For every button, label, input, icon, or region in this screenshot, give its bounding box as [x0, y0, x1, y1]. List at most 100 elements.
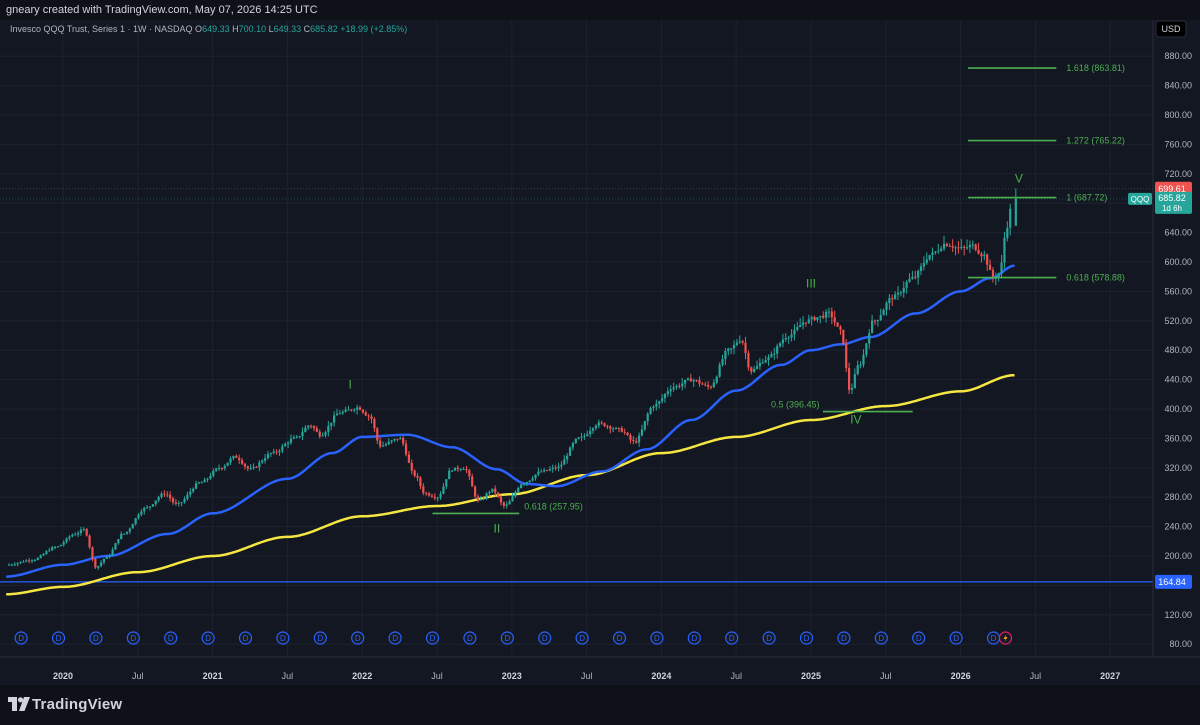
candle [413, 469, 416, 478]
price-tick-label: 560.00 [1164, 286, 1192, 296]
candle [974, 243, 977, 252]
price-tick-label: 200.00 [1164, 551, 1192, 561]
candle [583, 433, 586, 440]
candle-body [845, 344, 848, 368]
candle [945, 242, 949, 247]
candle [272, 448, 275, 455]
time-tick-label: Jul [1030, 671, 1042, 681]
candle-body [249, 468, 252, 470]
candle-body [793, 329, 796, 335]
candle-body [192, 488, 195, 492]
dividend-letter: D [617, 634, 623, 643]
brand-name[interactable]: TradingView [32, 696, 123, 713]
candle-body [361, 409, 364, 413]
candle-body [266, 453, 270, 459]
tradingview-logo-icon[interactable] [8, 697, 30, 711]
candle [102, 558, 106, 565]
candle [1006, 221, 1009, 242]
candle-body [284, 443, 287, 447]
candle [318, 429, 321, 439]
candle-body [540, 471, 543, 473]
time-tick-label: Jul [431, 671, 443, 681]
candle-body [105, 556, 108, 559]
candle [824, 309, 828, 323]
candle-body [315, 428, 318, 432]
earnings-flash-icon [998, 631, 1013, 645]
candle-body [649, 407, 652, 414]
fib-label: 0.618 (578.88) [1066, 273, 1125, 283]
candle [963, 245, 966, 256]
candle [836, 322, 839, 327]
candle [637, 432, 641, 448]
dividend-letter: D [654, 634, 660, 643]
dividend-circle [164, 631, 178, 645]
candle [839, 325, 842, 335]
candle [48, 547, 51, 552]
candle-body [517, 488, 520, 492]
candle [560, 460, 563, 470]
candle [30, 559, 34, 564]
candle-last [1014, 188, 1017, 226]
candle-body [482, 498, 485, 500]
dividend-circle [14, 631, 28, 645]
candle-body [672, 387, 675, 390]
dividend-letter: D [878, 634, 884, 643]
candle [341, 409, 344, 415]
candle-body [735, 342, 738, 345]
candle-body [416, 475, 419, 478]
price-tick-label: 520.00 [1164, 316, 1192, 326]
candle [289, 434, 293, 445]
candle [111, 547, 114, 557]
candle [609, 425, 612, 434]
candle-body [577, 437, 580, 439]
candle-body [39, 555, 42, 558]
candle-body [1006, 227, 1009, 239]
candle [364, 410, 367, 417]
candle [379, 437, 382, 449]
candle [425, 491, 428, 496]
candle [778, 341, 782, 348]
candle [681, 378, 684, 391]
candle-body [971, 244, 974, 246]
candle [905, 280, 908, 294]
symbol-tag: QQQ [1128, 192, 1152, 205]
fib-level: 1.618 (863.81) [968, 63, 1125, 73]
candle [983, 250, 986, 261]
candle [882, 308, 885, 316]
candle [263, 454, 267, 464]
candle [68, 535, 71, 541]
candle [166, 491, 169, 498]
candle [217, 464, 221, 471]
candle-body [537, 471, 540, 475]
candle-body [220, 468, 224, 470]
candle [514, 490, 517, 498]
candle-body [686, 378, 690, 380]
candle [439, 491, 442, 500]
dividend-letter: D [766, 634, 772, 643]
candle [528, 480, 531, 483]
symbol-tag-text: QQQ [1131, 195, 1150, 204]
candle-body [79, 529, 83, 534]
candle [566, 452, 569, 464]
candle-body [419, 477, 422, 487]
price-tick-label: 280.00 [1164, 492, 1192, 502]
dividend-circle [762, 631, 776, 645]
candle [597, 419, 600, 429]
candle-body [707, 384, 710, 387]
candle [922, 256, 925, 271]
candle [755, 360, 759, 370]
dividend-circle [725, 631, 739, 645]
candle-body [189, 491, 192, 495]
dividend-marker: D [874, 631, 888, 645]
candle-body [151, 504, 154, 507]
candle-body [312, 426, 316, 429]
price-chart[interactable]: Invesco QQQ Trust, Series 1 · 1W · NASDA… [0, 20, 1200, 685]
candle [295, 434, 298, 439]
currency-button[interactable]: USD [1155, 20, 1187, 38]
candle [82, 527, 85, 532]
candle-body [404, 443, 408, 455]
candle [707, 381, 710, 390]
candle-body [922, 262, 925, 267]
chart-area[interactable]: Invesco QQQ Trust, Series 1 · 1W · NASDA… [0, 20, 1200, 685]
candle-body [534, 474, 537, 479]
